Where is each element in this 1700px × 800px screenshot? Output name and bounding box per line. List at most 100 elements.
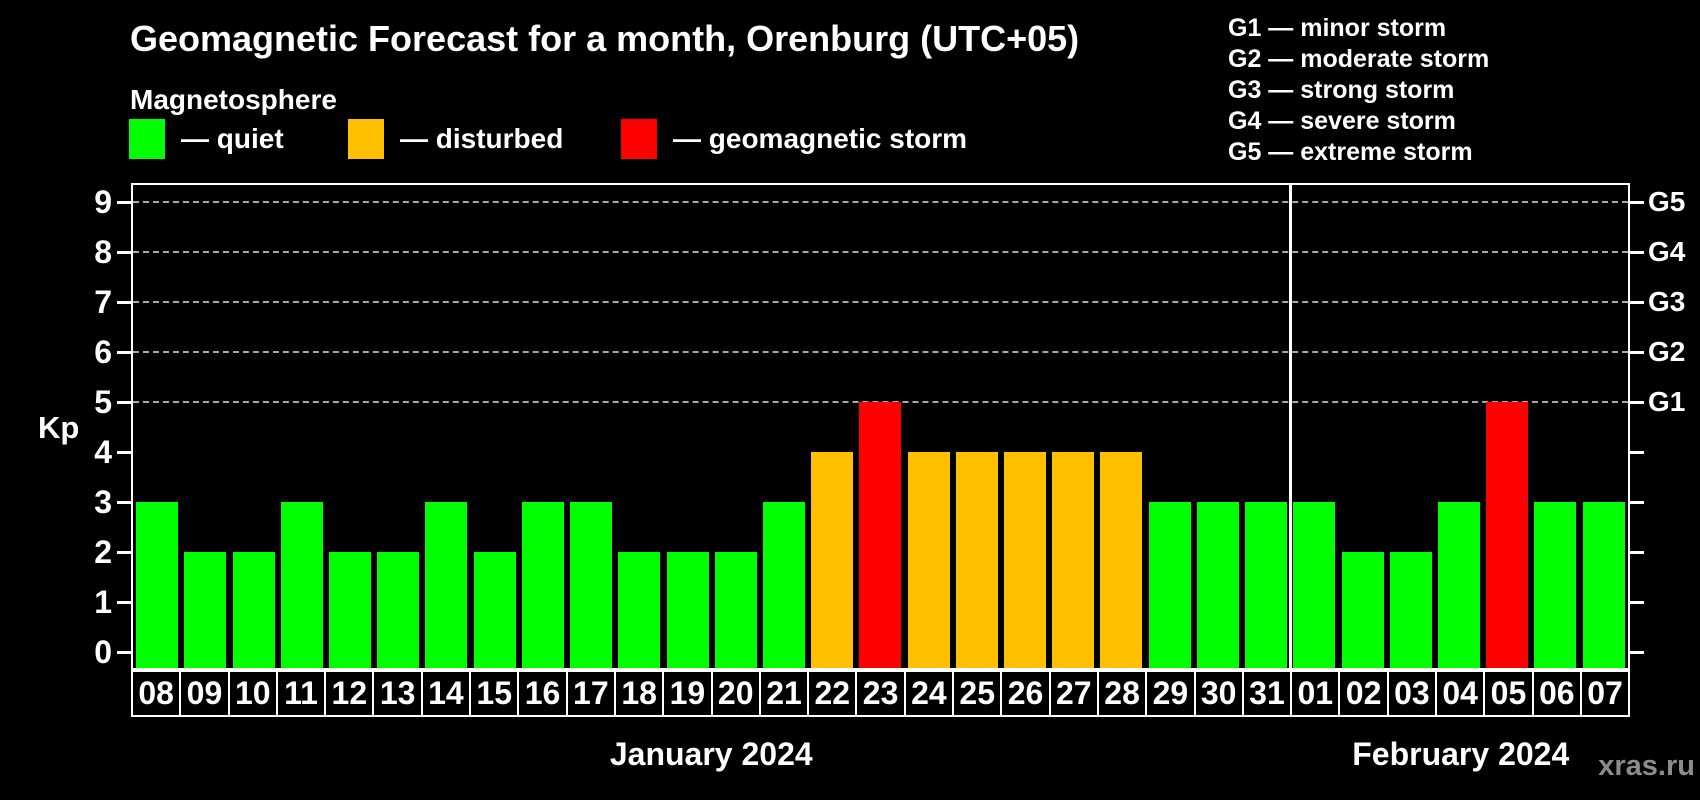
bar-slot-28 <box>1097 185 1145 668</box>
day-label-03: 03 <box>1389 672 1438 715</box>
day-label-11: 11 <box>278 672 327 715</box>
legend-label-disturbed: — disturbed <box>400 123 564 154</box>
kp-bar-day-08 <box>136 502 179 668</box>
kp-bar-day-13 <box>377 552 420 668</box>
bar-slot-14 <box>422 185 470 668</box>
day-label-13: 13 <box>374 672 423 715</box>
day-label-20: 20 <box>713 672 761 715</box>
day-label-22: 22 <box>809 672 858 715</box>
y-tick-0 <box>117 651 131 654</box>
kp-bar-day-07 <box>1582 502 1625 668</box>
day-label-06: 06 <box>1534 672 1582 715</box>
y-tick-8 <box>117 251 131 254</box>
day-label-30: 30 <box>1196 672 1244 715</box>
bar-slot-20 <box>712 185 760 668</box>
g-legend-line-4: G4 — severe storm <box>1228 107 1456 135</box>
g-level-label-G1: G1 <box>1648 386 1686 417</box>
gridline-kp9 <box>133 201 1628 203</box>
bar-slot-23 <box>856 185 904 668</box>
kp-bar-day-21 <box>762 502 805 668</box>
kp-bar-day-23 <box>859 402 902 668</box>
y-tick-4 <box>117 451 131 454</box>
day-label-15: 15 <box>471 672 520 715</box>
kp-bar-day-14 <box>425 502 468 668</box>
y-tick-label-7: 7 <box>94 284 112 320</box>
y-tick-label-8: 8 <box>94 234 112 270</box>
day-label-29: 29 <box>1147 672 1196 715</box>
gridline-kp8 <box>133 251 1628 253</box>
bar-slot-03 <box>1387 185 1435 668</box>
day-label-19: 19 <box>664 672 713 715</box>
g-scale-legend: G1 — minor storm G2 — moderate storm G3 — … <box>1228 13 1489 168</box>
y-tick-label-1: 1 <box>94 584 112 620</box>
g-level-label-G3: G3 <box>1648 286 1686 317</box>
y-tick-label-3: 3 <box>94 484 112 520</box>
kp-bar-day-12 <box>328 552 371 668</box>
kp-bar-day-17 <box>570 502 613 668</box>
g-legend-line-2: G2 — moderate storm <box>1228 45 1490 73</box>
bar-slot-13 <box>374 185 422 668</box>
bar-slot-22 <box>808 185 856 668</box>
day-labels-row: 08 09 10 11 12 13 14 15 16 17 18 19 20 21 22 23 24 25 26 27… <box>131 670 1630 717</box>
legend-swatch-quiet-icon <box>129 119 165 159</box>
right-tick-7 <box>1630 301 1644 304</box>
bar-slot-09 <box>181 185 229 668</box>
day-label-02: 02 <box>1340 672 1389 715</box>
month-label-february: February 2024 <box>1352 736 1570 772</box>
y-axis-title: Kp <box>38 410 80 445</box>
right-tick-0 <box>1630 651 1644 654</box>
kp-bar-day-29 <box>1148 502 1191 668</box>
kp-bar-day-10 <box>232 552 275 668</box>
y-tick-2 <box>117 551 131 554</box>
kp-bar-day-02 <box>1341 552 1384 668</box>
day-label-04: 04 <box>1437 672 1486 715</box>
bar-slot-01 <box>1290 185 1338 668</box>
g-level-label-G4: G4 <box>1648 236 1686 267</box>
day-label-05: 05 <box>1485 672 1534 715</box>
kp-bar-day-03 <box>1389 552 1432 668</box>
day-label-12: 12 <box>326 672 375 715</box>
y-tick-label-4: 4 <box>94 434 112 470</box>
day-label-21: 21 <box>761 672 810 715</box>
kp-bar-day-24 <box>907 452 950 668</box>
kp-bar-day-25 <box>955 452 998 668</box>
kp-bar-day-22 <box>811 452 854 668</box>
kp-bar-day-06 <box>1534 502 1577 668</box>
gridline-kp7 <box>133 301 1628 303</box>
kp-bar-day-05 <box>1486 402 1529 668</box>
right-tick-5 <box>1630 401 1644 404</box>
g-level-label-G2: G2 <box>1648 336 1686 367</box>
right-tick-4 <box>1630 451 1644 454</box>
chart-subtitle: Magnetosphere <box>130 84 337 115</box>
right-tick-9 <box>1630 201 1644 204</box>
bar-slot-26 <box>1001 185 1049 668</box>
bar-slot-18 <box>615 185 663 668</box>
right-tick-2 <box>1630 551 1644 554</box>
y-tick-7 <box>117 301 131 304</box>
bar-slot-29 <box>1146 185 1194 668</box>
day-label-28: 28 <box>1099 672 1148 715</box>
bar-slot-10 <box>229 185 277 668</box>
right-tick-8 <box>1630 251 1644 254</box>
day-label-23: 23 <box>857 672 906 715</box>
bar-slot-06 <box>1531 185 1579 668</box>
bar-slot-16 <box>519 185 567 668</box>
right-tick-3 <box>1630 501 1644 504</box>
kp-bar-day-26 <box>1004 452 1047 668</box>
plot-area <box>131 183 1630 670</box>
gridline-kp6 <box>133 351 1628 353</box>
g-legend-line-5: G5 — extreme storm <box>1228 138 1473 166</box>
y-tick-label-0: 0 <box>94 634 112 670</box>
legend-label-quiet: — quiet <box>181 123 284 154</box>
kp-bar-day-04 <box>1438 502 1481 668</box>
g-legend-line-3: G3 — strong storm <box>1228 76 1455 104</box>
y-tick-3 <box>117 501 131 504</box>
day-label-27: 27 <box>1051 672 1099 715</box>
kp-bar-day-31 <box>1245 502 1288 668</box>
bar-slot-17 <box>567 185 615 668</box>
kp-bar-day-11 <box>280 502 323 668</box>
day-label-25: 25 <box>954 672 1003 715</box>
chart-title: Geomagnetic Forecast for a month, Orenbu… <box>130 18 1080 59</box>
legend-item-storm: — geomagnetic storm <box>621 118 967 160</box>
day-label-26: 26 <box>1002 672 1051 715</box>
